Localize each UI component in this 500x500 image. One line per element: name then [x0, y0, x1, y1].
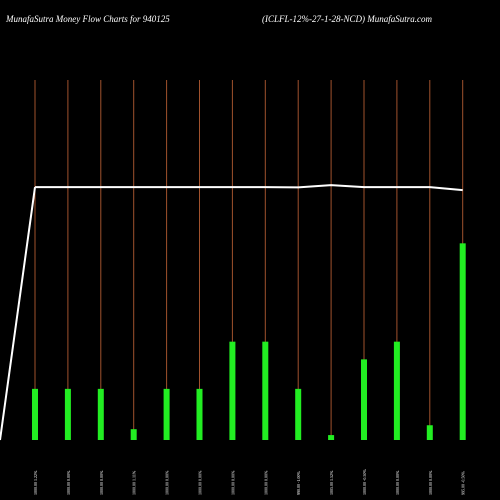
x-tick-label: 1000.00 0.00%: [99, 470, 104, 495]
bar: [64, 388, 71, 440]
bar: [130, 429, 137, 440]
x-tick-label: 1000.00 0.00%: [198, 470, 203, 495]
price-line: [35, 184, 463, 192]
bar: [163, 388, 170, 440]
x-tick-label: 1000.00 1.11%: [132, 470, 137, 495]
bar: [229, 341, 236, 440]
bar: [32, 388, 38, 440]
bar: [393, 341, 400, 440]
bar: [196, 388, 203, 440]
bar: [361, 359, 367, 440]
bar: [97, 388, 104, 440]
bar: [328, 435, 335, 440]
x-tick-label: 1000.00 0.00%: [66, 470, 71, 495]
chart-title: MunafaSutra Money Flow Charts for 940125: [5, 14, 170, 24]
x-tick-label: 1005.00 1.52%: [329, 470, 334, 495]
x-tick-label: 1000.00 0.00%: [263, 470, 268, 495]
chart-subtitle: (ICLFL-12%-27-1-28-NCD) MunafaSutra.com: [262, 14, 432, 24]
x-tick-label: 1000.00 -0.50%: [362, 469, 367, 495]
x-tick-label: 1000.00 1.22%: [33, 470, 38, 495]
x-tick-label: 990.00 -1.00%: [296, 471, 301, 495]
bar: [295, 388, 302, 440]
x-tick-label: 1000.00 0.00%: [230, 470, 235, 495]
x-tick-label: 1000.00 0.00%: [165, 470, 170, 495]
bar: [426, 425, 433, 440]
x-tick-label: 1000.00 0.00%: [395, 470, 400, 495]
price-lead: [0, 187, 36, 441]
bar: [262, 341, 269, 440]
bar: [459, 243, 466, 440]
x-tick-label: 1000.00 0.00%: [428, 470, 433, 495]
x-tick-label: 995.00 -0.50%: [461, 471, 466, 495]
